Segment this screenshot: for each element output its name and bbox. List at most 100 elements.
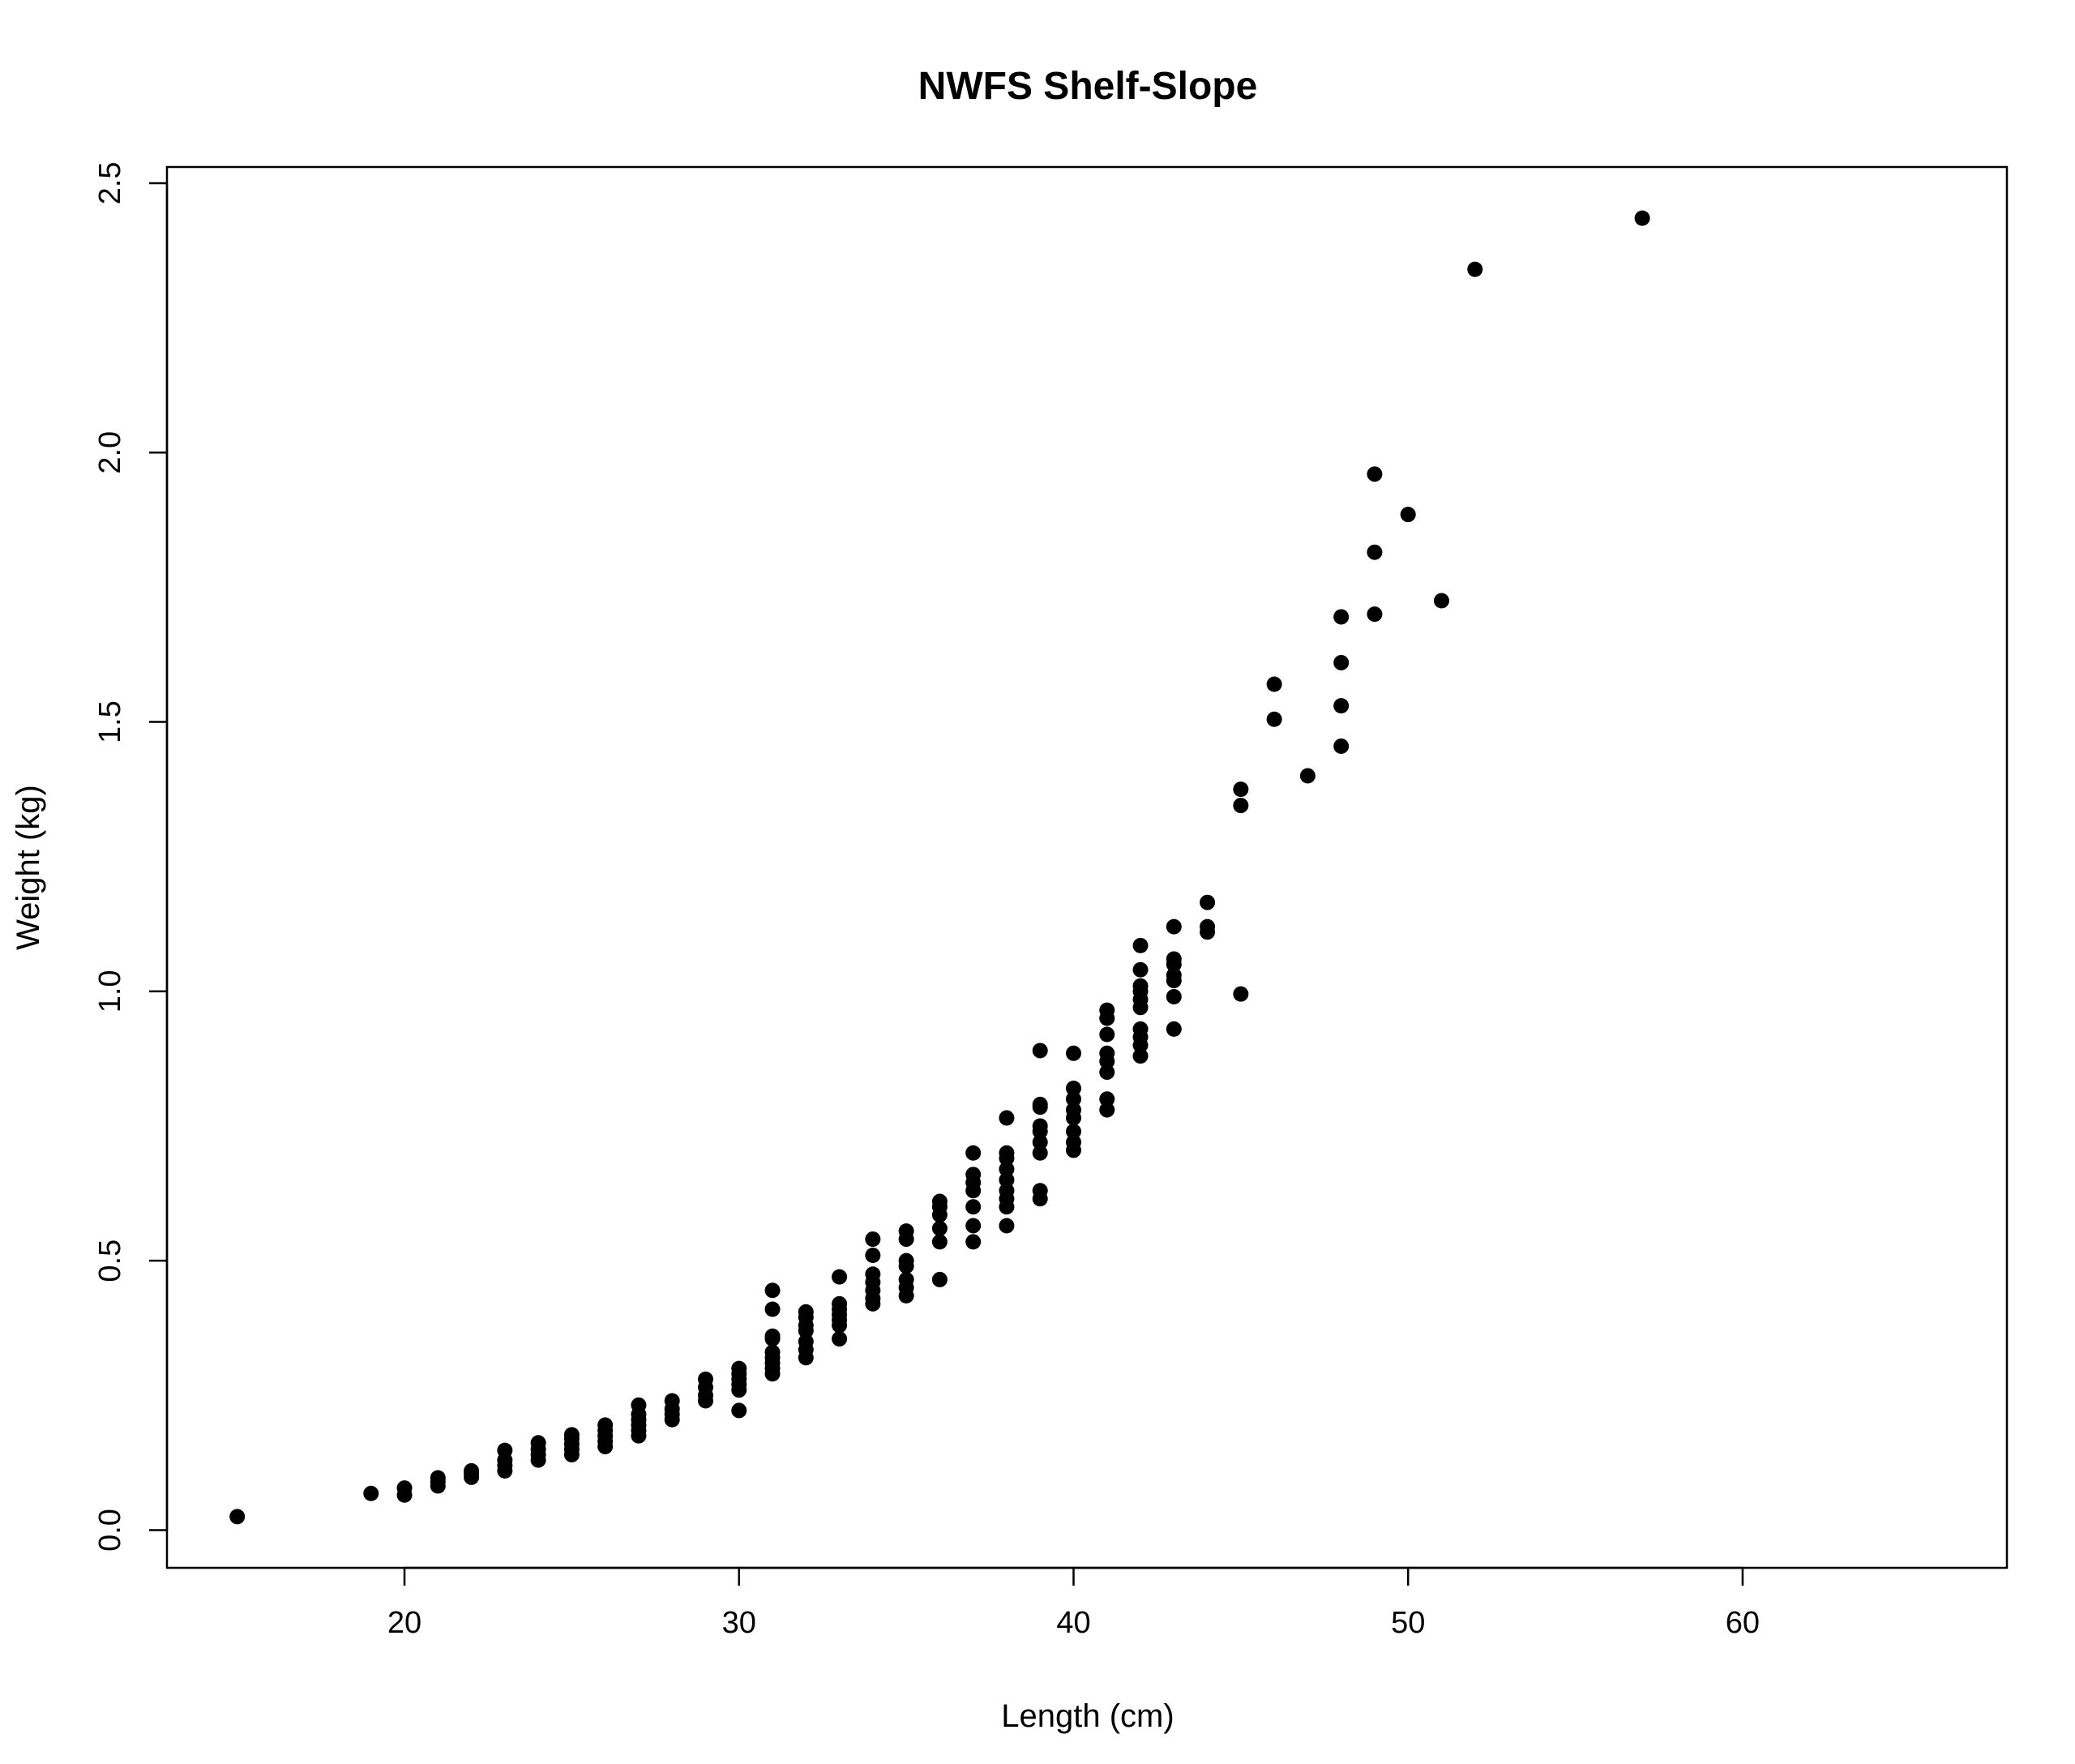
data-point <box>999 1110 1015 1126</box>
data-point <box>1333 698 1350 714</box>
data-point <box>631 1397 647 1413</box>
y-tick-label: 2.5 <box>93 162 127 205</box>
data-point <box>1032 1118 1048 1134</box>
data-point <box>832 1295 848 1312</box>
data-point <box>1299 768 1316 784</box>
data-point <box>764 1301 781 1317</box>
data-point <box>1132 961 1149 978</box>
data-point <box>1099 1045 1115 1061</box>
data-point <box>1233 781 1249 798</box>
data-point <box>1099 1102 1115 1118</box>
data-point <box>798 1334 814 1350</box>
data-point <box>931 1220 948 1236</box>
data-point <box>363 1485 379 1501</box>
data-point <box>764 1328 781 1344</box>
data-point <box>1099 1091 1115 1107</box>
data-point <box>1634 210 1650 226</box>
x-axis: 20 30 40 50 60 <box>387 1566 1760 1640</box>
data-point <box>229 1509 246 1525</box>
data-point <box>530 1435 546 1451</box>
data-point <box>898 1271 914 1287</box>
data-point <box>865 1266 881 1282</box>
data-point <box>931 1271 948 1287</box>
data-point <box>1166 918 1182 935</box>
data-point <box>1099 1002 1115 1018</box>
data-point <box>1065 1102 1081 1118</box>
data-point <box>999 1161 1015 1177</box>
data-point <box>1333 609 1350 625</box>
data-point <box>931 1193 948 1210</box>
data-point <box>965 1234 982 1250</box>
data-point <box>1467 261 1483 277</box>
data-point <box>999 1171 1015 1188</box>
data-point <box>965 1199 982 1215</box>
x-tick-label: 50 <box>1391 1606 1425 1640</box>
data-point <box>1367 466 1383 482</box>
data-point <box>865 1231 881 1248</box>
data-point <box>999 1183 1015 1199</box>
data-point <box>697 1371 713 1387</box>
data-point <box>1132 937 1149 953</box>
data-point <box>1132 1048 1149 1064</box>
data-point <box>999 1218 1015 1234</box>
y-tick-label: 0.5 <box>93 1240 127 1282</box>
data-point <box>1200 894 1216 910</box>
data-point <box>798 1304 814 1320</box>
data-point <box>563 1427 580 1443</box>
y-tick-label: 1.5 <box>93 700 127 743</box>
y-axis-label: Weight (kg) <box>11 785 46 950</box>
data-point <box>1166 951 1182 967</box>
data-point <box>1266 711 1282 727</box>
data-point <box>1032 1183 1048 1199</box>
data-point <box>832 1331 848 1347</box>
data-point <box>965 1145 982 1161</box>
data-point <box>1200 918 1216 935</box>
data-point <box>1032 1043 1048 1059</box>
data-point <box>731 1402 747 1419</box>
data-point <box>497 1442 513 1458</box>
data-point <box>1233 986 1249 1002</box>
data-point <box>931 1234 948 1250</box>
data-point <box>1099 1026 1115 1043</box>
x-tick-label: 40 <box>1056 1606 1090 1640</box>
data-point <box>464 1462 480 1479</box>
data-point <box>1333 654 1350 670</box>
y-tick-label: 2.0 <box>93 431 127 474</box>
data-point <box>898 1252 914 1269</box>
data-point <box>764 1282 781 1299</box>
data-point <box>898 1223 914 1240</box>
data-point <box>597 1417 614 1433</box>
data-point <box>764 1344 781 1360</box>
data-point <box>1166 967 1182 983</box>
data-points <box>229 210 1650 1525</box>
data-point <box>396 1480 413 1496</box>
data-point <box>1166 1021 1182 1037</box>
data-point <box>865 1248 881 1264</box>
data-point <box>664 1393 680 1409</box>
data-point <box>1132 978 1149 994</box>
data-point <box>1400 507 1416 523</box>
data-point <box>1132 1021 1149 1037</box>
x-axis-label: Length (cm) <box>1001 1698 1174 1734</box>
data-point <box>1433 593 1449 609</box>
data-point <box>1233 798 1249 814</box>
data-point <box>1065 1134 1081 1150</box>
data-point <box>1032 1134 1048 1150</box>
data-point <box>1367 544 1383 560</box>
data-point <box>965 1218 982 1234</box>
y-tick-label: 1.0 <box>93 970 127 1013</box>
data-point <box>1367 606 1383 623</box>
chart-title: NWFS Shelf-Slope <box>918 65 1258 108</box>
data-point <box>1065 1080 1081 1096</box>
data-point <box>1166 989 1182 1005</box>
data-point <box>1065 1091 1081 1107</box>
data-point <box>1065 1124 1081 1140</box>
data-point <box>1099 1064 1115 1081</box>
y-axis: 0.0 0.5 1.0 1.5 2.0 2.5 <box>93 162 169 1552</box>
plot-area-frame <box>165 165 2009 1569</box>
x-tick-label: 30 <box>722 1606 756 1640</box>
data-point <box>1032 1145 1048 1161</box>
data-point <box>430 1470 446 1486</box>
data-point <box>965 1167 982 1183</box>
